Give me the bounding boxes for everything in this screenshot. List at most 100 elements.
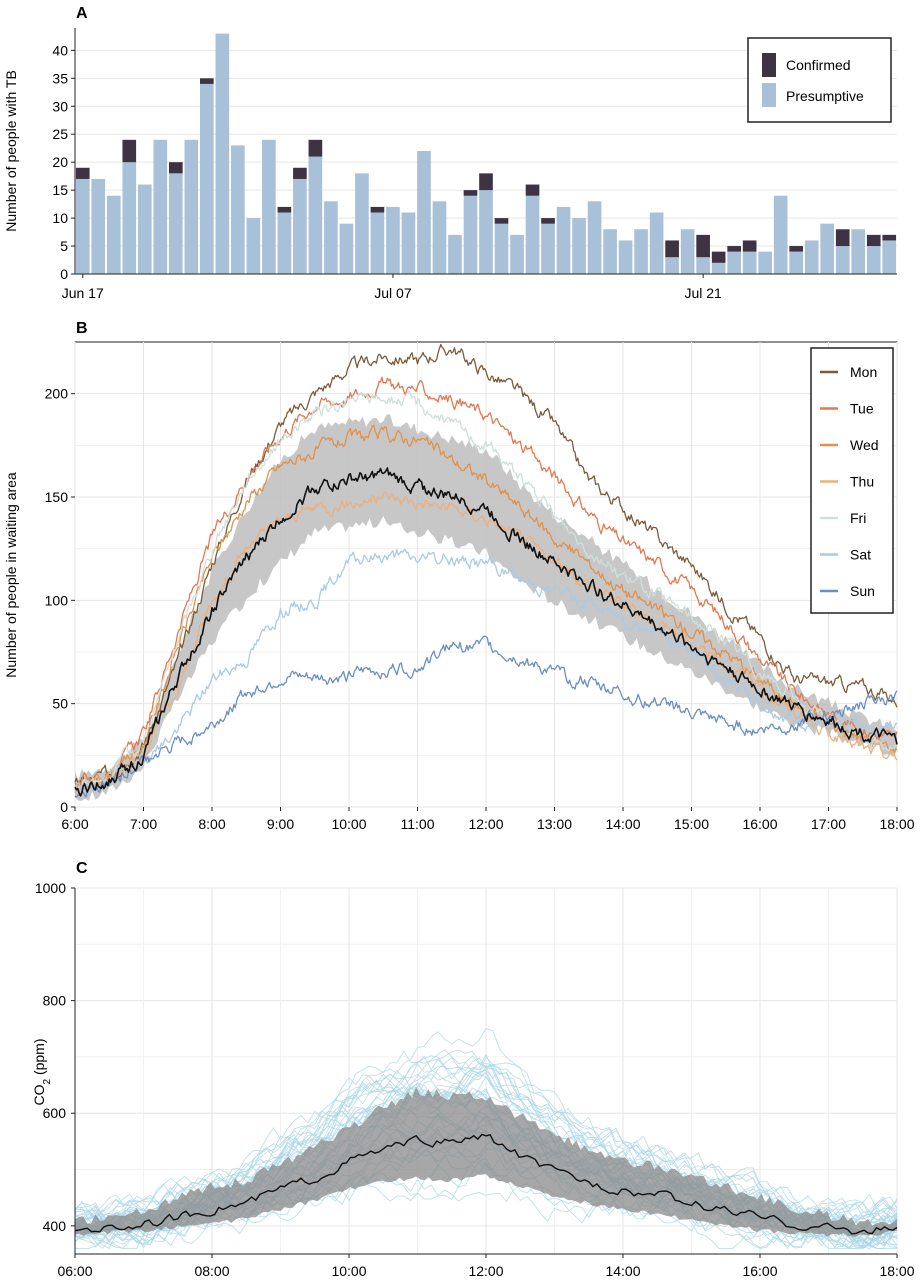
legend-label-presumptive: Presumptive xyxy=(786,88,864,104)
bar-presumptive xyxy=(432,201,447,274)
panel-c-mean-line xyxy=(74,1133,898,1235)
legend-swatch-presumptive xyxy=(762,83,776,107)
panel-a-y-axis-label: Number of people with TB xyxy=(3,70,19,232)
panel-a-y-tick-label: 0 xyxy=(60,266,68,282)
bar-presumptive xyxy=(479,190,493,274)
panel-b-x-tick-label: 10:00 xyxy=(331,816,366,832)
bar-confirmed xyxy=(308,139,323,157)
bar-presumptive xyxy=(634,229,648,274)
panel-b-legend: Mon Tue Wed Thu Fri Sat Sun xyxy=(810,347,894,614)
legend-label-tue: Tue xyxy=(850,401,874,417)
bar-presumptive xyxy=(727,251,741,274)
panel-a-legend: Confirmed Presumptive xyxy=(747,37,892,123)
legend-label-mon: Mon xyxy=(850,364,877,380)
bar-confirmed xyxy=(727,246,741,252)
bar-presumptive xyxy=(91,178,106,274)
panel-a-y-tick-label: 20 xyxy=(52,154,68,170)
bar-presumptive xyxy=(339,223,354,274)
bar-presumptive xyxy=(572,218,586,274)
series-line-mean xyxy=(74,467,898,797)
bar-presumptive xyxy=(293,178,307,274)
panel-a-x-tick-label: Jul 21 xyxy=(684,285,722,301)
panel-a-y-tick-label: 25 xyxy=(52,126,68,142)
series-line-tue xyxy=(74,376,898,787)
bar-presumptive xyxy=(494,223,509,274)
bar-presumptive xyxy=(882,240,897,274)
bar-presumptive xyxy=(820,223,835,274)
panel-b: B 0 50 100 150 200 6:00 7:00 8:00 9:00 10:00 11:0… xyxy=(3,320,915,832)
series-line-fri xyxy=(74,390,898,791)
panel-c-band-area xyxy=(75,1087,897,1237)
panel-a-y-ticks: 0 5 10 15 20 25 30 35 40 xyxy=(52,42,75,282)
panel-c-y-ticks: 400 600 800 1000 xyxy=(35,880,75,1234)
panel-b-x-tick-label: 13:00 xyxy=(537,816,572,832)
bar-presumptive xyxy=(262,139,276,274)
bar-presumptive xyxy=(556,206,571,274)
bar-presumptive xyxy=(153,139,168,274)
bar-presumptive xyxy=(448,234,462,274)
panel-a-y-tick-label: 5 xyxy=(60,238,68,254)
panel-c-y-tick-label: 400 xyxy=(43,1218,67,1234)
panel-b-y-tick-label: 150 xyxy=(45,489,69,505)
bar-confirmed xyxy=(293,167,307,179)
series-line-sat xyxy=(74,548,898,792)
panel-c-x-tick-label: 08:00 xyxy=(194,1263,229,1279)
panel-c-x-tick-label: 10:00 xyxy=(331,1263,366,1279)
legend-swatch-confirmed xyxy=(762,53,776,77)
bar-presumptive xyxy=(137,184,152,274)
panel-b-y-tick-label: 100 xyxy=(45,592,69,608)
legend-label-sun: Sun xyxy=(850,583,875,599)
bar-confirmed xyxy=(122,139,137,163)
series-line-mon xyxy=(74,343,898,786)
bar-presumptive xyxy=(541,223,555,274)
panel-label-c: C xyxy=(76,860,88,877)
legend-label-fri: Fri xyxy=(850,510,866,526)
bar-presumptive xyxy=(184,139,199,274)
panel-c-x-tick-label: 06:00 xyxy=(57,1263,92,1279)
panel-c: C 400 600 800 1000 06:00 08:00 10:00 12:00 14:0… xyxy=(31,860,915,1279)
panel-b-y-tick-label: 200 xyxy=(45,386,69,402)
panel-a-y-tick-label: 40 xyxy=(52,42,68,58)
panel-a-y-tick-label: 15 xyxy=(52,182,68,198)
bar-presumptive xyxy=(773,195,788,274)
bar-presumptive xyxy=(370,212,385,274)
panel-b-y-tick-label: 0 xyxy=(60,799,68,815)
bar-confirmed xyxy=(479,173,493,191)
bar-confirmed xyxy=(463,190,478,196)
bar-presumptive xyxy=(401,212,416,274)
panel-b-x-tick-label: 6:00 xyxy=(61,816,88,832)
panel-a-x-tick-label: Jul 07 xyxy=(374,285,412,301)
bar-presumptive xyxy=(324,201,338,274)
bar-presumptive xyxy=(851,229,866,274)
bar-presumptive xyxy=(525,195,540,274)
bar-confirmed xyxy=(277,206,292,213)
bar-confirmed xyxy=(75,167,90,179)
panel-c-x-tick-label: 14:00 xyxy=(605,1263,640,1279)
panel-c-band xyxy=(75,1087,897,1237)
bar-presumptive xyxy=(122,162,137,274)
panel-c-mean xyxy=(74,1133,898,1235)
panel-c-x-tick-label: 18:00 xyxy=(879,1263,914,1279)
panel-b-x-tick-label: 9:00 xyxy=(267,816,294,832)
bar-confirmed xyxy=(525,184,540,196)
legend-label-thu: Thu xyxy=(850,474,874,490)
panel-b-x-tick-label: 17:00 xyxy=(811,816,846,832)
bar-confirmed xyxy=(835,229,850,247)
bar-presumptive xyxy=(200,83,214,274)
legend-label-sat: Sat xyxy=(850,547,871,563)
legend-label-confirmed: Confirmed xyxy=(786,57,851,73)
bar-confirmed xyxy=(882,234,897,241)
bar-presumptive xyxy=(463,195,478,274)
bar-presumptive xyxy=(866,246,881,274)
bar-presumptive xyxy=(789,251,804,274)
panel-b-ribbon-area xyxy=(75,414,897,801)
bar-presumptive xyxy=(603,229,617,274)
panel-a-legend-box xyxy=(747,37,892,123)
panel-c-x-ticks: 06:00 08:00 10:00 12:00 14:00 16:00 18:00 xyxy=(57,1254,915,1279)
bar-presumptive xyxy=(277,212,292,274)
bar-presumptive xyxy=(386,206,400,274)
panel-b-y-axis-label: Number of people in waiting area xyxy=(3,472,19,678)
